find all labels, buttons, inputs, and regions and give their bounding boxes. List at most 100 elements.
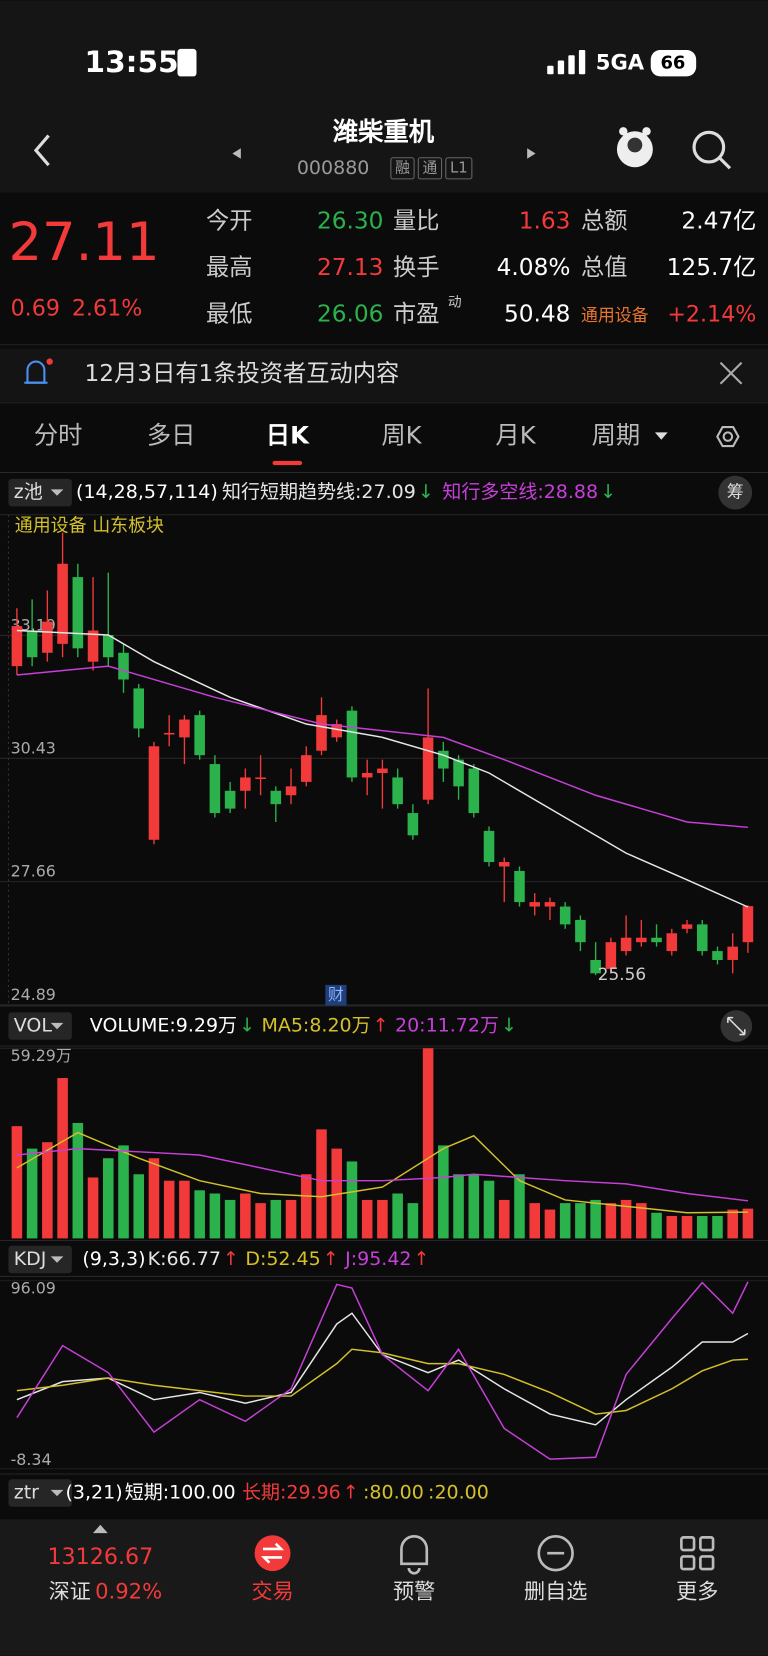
y-tick-label: -8.34 xyxy=(11,1450,52,1469)
stock-tag: 融 xyxy=(395,159,410,176)
volume-ma-line xyxy=(16,1147,749,1202)
bell-icon xyxy=(24,358,53,384)
settings-icon[interactable] xyxy=(716,426,740,448)
candle-body xyxy=(605,942,617,969)
y-tick-label: 24.89 xyxy=(11,985,56,1004)
next-stock[interactable] xyxy=(527,148,536,159)
event-marker[interactable] xyxy=(325,984,347,1007)
line-legend: 知行多空线:28.88 xyxy=(442,481,598,503)
field-value: 26.30 xyxy=(317,208,384,235)
candle-body xyxy=(392,777,403,805)
volume-bar xyxy=(316,1129,327,1239)
candle-body xyxy=(194,715,205,756)
sector[interactable]: 通用设备 xyxy=(581,305,649,325)
indicator-selector[interactable] xyxy=(8,1245,72,1274)
stock-tag-box xyxy=(445,157,473,180)
volume-bar xyxy=(163,1180,175,1239)
volume-bar xyxy=(696,1215,708,1239)
nav-item[interactable]: 预警 xyxy=(393,1578,435,1603)
candle-body xyxy=(72,577,84,649)
bottom-nav xyxy=(0,1519,768,1656)
kdj-arrow: ↑ xyxy=(323,1248,339,1270)
candle-body xyxy=(407,813,419,836)
volume-bar xyxy=(361,1199,373,1239)
more-icon xyxy=(680,1536,715,1571)
volume-bar xyxy=(422,1048,434,1239)
tab[interactable]: 分时 xyxy=(34,421,83,450)
indicator-selector[interactable] xyxy=(8,478,72,507)
nav-item[interactable]: 更多 xyxy=(676,1578,718,1603)
mascot-icon[interactable] xyxy=(616,127,653,168)
candle-body xyxy=(255,777,266,780)
volume-bar xyxy=(483,1180,495,1239)
candle-body xyxy=(742,906,754,943)
volume-bar xyxy=(72,1122,84,1239)
low-label: 25.56 xyxy=(598,964,646,984)
candle-body xyxy=(361,772,373,778)
volume-bar xyxy=(224,1199,236,1239)
field-value: 26.06 xyxy=(317,301,384,328)
tab[interactable]: 周期 xyxy=(592,421,641,450)
volume-bar xyxy=(11,1126,23,1239)
volume-arrow: ↓ xyxy=(501,1015,517,1037)
volume-ma-legend: 20:11.72万 xyxy=(395,1015,499,1037)
volume-bar xyxy=(651,1212,662,1239)
back-button[interactable] xyxy=(33,134,50,167)
sector-change: +2.14% xyxy=(667,302,756,328)
volume-bar xyxy=(681,1215,693,1239)
selector-arrow xyxy=(50,1022,64,1030)
kdj-legend: J:95.42 xyxy=(344,1248,411,1270)
candle-body xyxy=(453,759,464,787)
candle-body xyxy=(468,768,480,814)
alert-icon xyxy=(400,1535,429,1575)
nav-item[interactable]: 交易 xyxy=(251,1578,293,1603)
volume-bar xyxy=(514,1174,525,1239)
volume-bar xyxy=(529,1203,540,1239)
line-arrow: ↓ xyxy=(600,481,616,503)
field-value: 27.13 xyxy=(317,254,384,281)
field-label: 总值 xyxy=(581,254,627,281)
candle-body xyxy=(270,790,282,805)
indicator-name: KDJ xyxy=(14,1248,47,1270)
indicator-params: (14,28,57,114) xyxy=(76,481,218,503)
candle-body xyxy=(620,937,632,952)
price-tags: 通用设备 山东板块 xyxy=(15,515,164,536)
ma-line xyxy=(16,665,748,829)
ztr-high: :80.00 xyxy=(363,1482,424,1504)
notice-bar[interactable] xyxy=(0,348,768,402)
volume-legend: VOLUME:9.29万 xyxy=(90,1015,237,1037)
kdj-legend: D:52.45 xyxy=(245,1248,320,1270)
search-icon[interactable] xyxy=(692,130,732,170)
stock-tag-box xyxy=(417,157,443,180)
tab-bar: 分时 多日 日K 周K 月K 周期 xyxy=(34,421,668,466)
indicator-selector[interactable] xyxy=(8,1479,72,1507)
tab[interactable]: 多日 xyxy=(147,421,196,450)
volume-arrow: ↑ xyxy=(373,1015,389,1037)
chip-badge[interactable] xyxy=(718,475,753,510)
change-pct: 2.61% xyxy=(72,295,142,321)
tab[interactable]: 周K xyxy=(381,421,422,450)
tab[interactable]: 月K xyxy=(495,421,536,450)
volume-bar xyxy=(605,1203,617,1239)
candle-body xyxy=(727,946,738,960)
volume-bar xyxy=(712,1215,723,1239)
field-label: 总额 xyxy=(581,208,627,235)
indicator-name: ztr xyxy=(14,1482,39,1504)
chip-badge-text: 筹 xyxy=(727,482,744,502)
candle-body xyxy=(285,786,297,796)
candle-body xyxy=(544,902,556,907)
close-notice[interactable] xyxy=(719,361,743,385)
indicator-selector[interactable] xyxy=(8,1012,72,1040)
expand-index[interactable] xyxy=(92,1524,108,1534)
volume-bar xyxy=(392,1193,403,1239)
field-label: 今开 xyxy=(206,208,252,235)
tab[interactable]: 日K xyxy=(266,421,310,450)
index-value[interactable]: 13126.67 xyxy=(47,1544,153,1570)
prev-stock[interactable] xyxy=(232,148,241,159)
kdj-arrow: ↑ xyxy=(223,1248,239,1270)
nav-item[interactable]: 删自选 xyxy=(524,1578,587,1603)
stock-tag: L1 xyxy=(450,159,468,176)
volume-bar xyxy=(26,1148,38,1239)
volume-arrow: ↓ xyxy=(239,1015,255,1037)
volume-bar xyxy=(240,1193,251,1239)
